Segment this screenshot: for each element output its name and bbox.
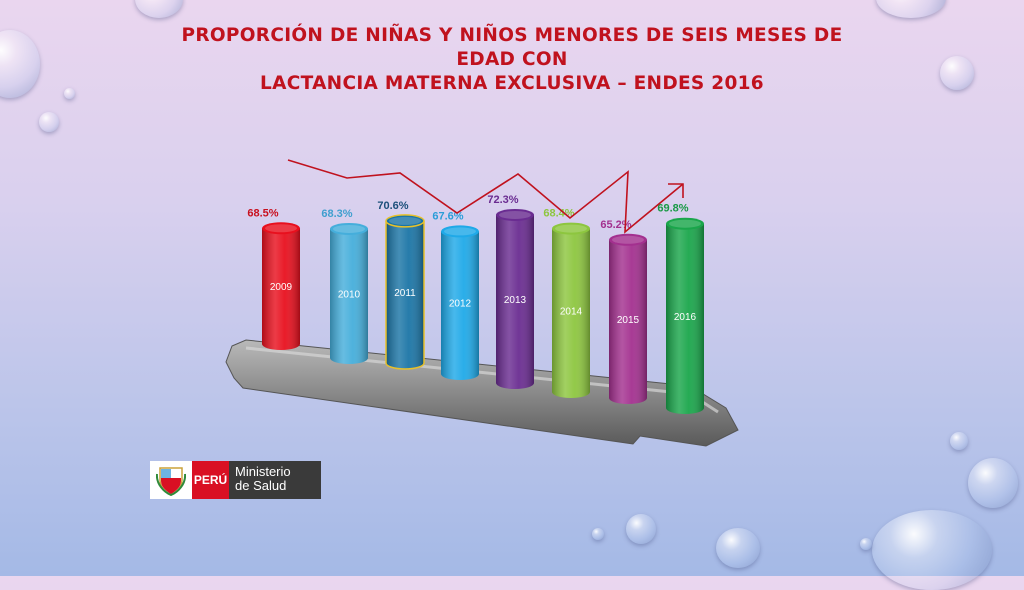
bar-2009: 2009 68.5% [247, 207, 300, 350]
decorative-bubble [39, 112, 59, 132]
bar-top-cap [609, 233, 647, 246]
bar-2013: 2013 72.3% [487, 194, 534, 389]
bar-top-highlight [612, 235, 644, 244]
decorative-bubble [135, 0, 183, 18]
bar-2015: 2015 65.2% [600, 219, 647, 404]
bar-outline [385, 220, 425, 370]
bar-top-highlight [444, 227, 476, 236]
bar-shading [666, 223, 704, 414]
decorative-bubble [64, 88, 75, 99]
ministry-line-2: de Salud [235, 478, 287, 493]
decorative-bubble [592, 528, 604, 540]
value-label: 68.3% [321, 208, 352, 220]
bar-2012: 2012 67.6% [432, 210, 479, 380]
value-label: 65.2% [600, 219, 631, 231]
decorative-bubble [968, 458, 1018, 508]
bar-top-highlight [389, 216, 421, 225]
ministry-name: Ministerio de Salud [229, 461, 321, 499]
category-label: 2009 [270, 282, 293, 293]
category-label: 2013 [504, 295, 527, 306]
bar-shading [386, 220, 424, 369]
decorative-bubble [940, 56, 974, 90]
bar-top-cap [441, 225, 479, 238]
minsa-logo: PERÚ Ministerio de Salud [150, 461, 321, 499]
bar-top-cap [666, 217, 704, 230]
bar-shading [609, 239, 647, 404]
category-label: 2015 [617, 315, 640, 326]
bar-top-highlight [669, 219, 701, 228]
country-label: PERÚ [192, 461, 229, 499]
value-label: 68.5% [247, 207, 278, 219]
chart-base-arrow [225, 339, 739, 447]
decorative-bubble [716, 528, 760, 568]
ministry-line-1: Ministerio [235, 464, 291, 479]
category-label: 2012 [449, 299, 472, 310]
decorative-bubble [950, 432, 968, 450]
page-title: PROPORCIÓN DE NIÑAS Y NIÑOS MENORES DE S… [150, 24, 874, 96]
value-label: 68.4% [543, 208, 574, 220]
title-line-2: LACTANCIA MATERNA EXCLUSIVA – ENDES 2016 [260, 73, 764, 94]
bar-top-cap [330, 222, 368, 235]
category-label: 2011 [394, 288, 416, 299]
category-label: 2016 [674, 312, 697, 323]
bar-top-highlight [555, 224, 587, 233]
title-line-1: PROPORCIÓN DE NIÑAS Y NIÑOS MENORES DE S… [181, 25, 843, 70]
bar-chart: 2009 68.5% 2010 68.3% 2011 70.6% 2012 67.6% 2013… [225, 159, 739, 447]
bar-2014: 2014 68.4% [543, 208, 590, 398]
decorative-bubble [860, 538, 872, 550]
value-label: 69.8% [657, 203, 688, 215]
bar-top-highlight [333, 224, 365, 233]
value-label: 70.6% [377, 200, 408, 212]
bar-shading [441, 231, 479, 380]
value-label: 72.3% [487, 194, 518, 206]
decorative-bubble [626, 514, 656, 544]
bar-shading [330, 228, 368, 364]
bar-shading [496, 214, 534, 389]
trend-arrowhead [668, 183, 684, 198]
bar-shading [552, 228, 590, 398]
category-label: 2014 [560, 306, 583, 317]
bar-top-cap [552, 222, 590, 235]
bar-top-highlight [499, 210, 531, 219]
bar-shading [262, 228, 300, 350]
bar-top-cap [496, 208, 534, 221]
decorative-bubble [876, 0, 946, 18]
coat-of-arms-icon [150, 461, 192, 499]
bar-2016: 2016 69.8% [657, 203, 704, 414]
category-label: 2010 [338, 289, 361, 300]
value-label: 67.6% [432, 210, 463, 222]
bar-top-highlight [265, 224, 297, 233]
bar-top-cap [262, 222, 300, 235]
bar-2010: 2010 68.3% [321, 208, 368, 364]
bar-2011: 2011 70.6% [377, 200, 425, 370]
trend-line [287, 159, 684, 234]
